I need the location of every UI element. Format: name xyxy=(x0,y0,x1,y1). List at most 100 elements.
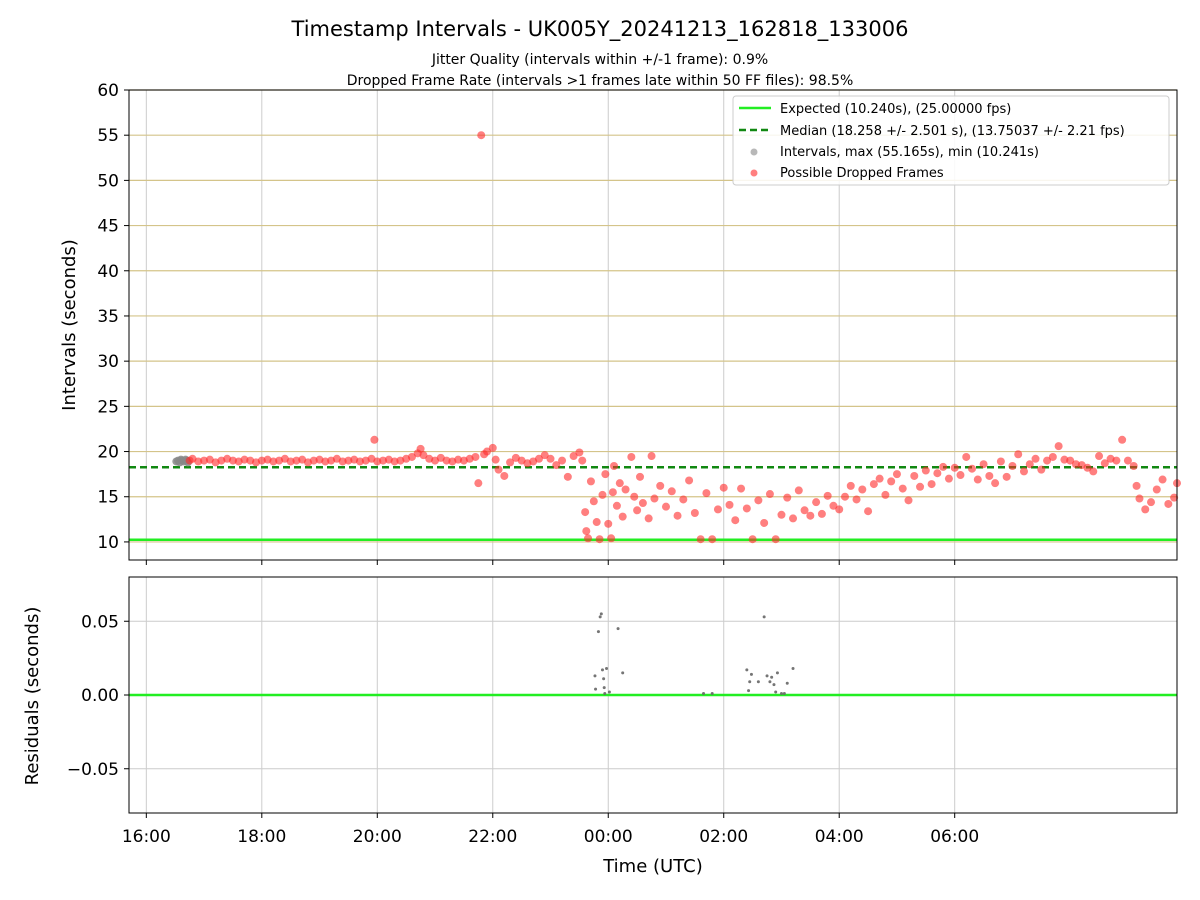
dropped-frame-point xyxy=(737,484,746,493)
legend-label-intervals: Intervals, max (55.165s), min (10.241s) xyxy=(780,145,1039,160)
dropped-frame-point xyxy=(598,490,607,499)
legend-box xyxy=(732,95,1170,186)
legend-label-dropped: Possible Dropped Frames xyxy=(780,166,944,181)
dropped-frame-point xyxy=(615,479,624,488)
legend-marker-intervals xyxy=(750,148,758,156)
dropped-frame-point xyxy=(667,487,676,496)
dropped-frame-point xyxy=(419,451,428,460)
dropped-frame-point xyxy=(471,452,480,461)
dropped-frame-point xyxy=(939,462,948,471)
dropped-frame-point xyxy=(604,519,613,528)
dropped-frame-point xyxy=(1037,465,1046,474)
residual-point xyxy=(756,680,760,684)
residuals-y-tick-label: −0.05 xyxy=(67,760,119,780)
residuals-y-ticks: −0.05 0.00 0.05 xyxy=(67,612,129,780)
dropped-frame-point xyxy=(1135,494,1144,503)
dropped-frame-point xyxy=(1152,485,1161,494)
dropped-frame-point xyxy=(927,480,936,489)
dropped-frame-point xyxy=(1089,467,1098,476)
dropped-frame-point xyxy=(991,479,1000,488)
dropped-frame-point xyxy=(1066,456,1075,465)
dropped-frame-point xyxy=(1031,454,1040,463)
dropped-frame-point xyxy=(962,452,971,461)
residual-point xyxy=(749,672,753,676)
residual-point xyxy=(596,630,600,634)
dropped-frame-point xyxy=(552,461,561,470)
intervals-y-axis-label: Intervals (seconds) xyxy=(59,239,80,411)
dropped-frame-point xyxy=(812,498,821,507)
dropped-frame-point xyxy=(823,491,832,500)
legend: Expected (10.240s), (25.00000 fps) Media… xyxy=(732,95,1170,186)
dropped-frame-point xyxy=(713,505,722,514)
dropped-frame-point xyxy=(1164,499,1173,508)
dropped-frame-point xyxy=(806,511,815,520)
dropped-frame-point xyxy=(685,476,694,485)
residual-point xyxy=(762,615,766,619)
dropped-frame-point xyxy=(1083,463,1092,472)
dropped-frame-point xyxy=(1014,450,1023,459)
residual-point xyxy=(791,666,795,670)
dropped-frame-point xyxy=(601,470,610,479)
dropped-frame-point xyxy=(858,485,867,494)
residual-point xyxy=(779,692,783,696)
chart-title: Timestamp Intervals - UK005Y_20241213_16… xyxy=(291,17,909,42)
dropped-frame-point xyxy=(569,452,578,461)
dropped-frame-point xyxy=(725,500,734,509)
dropped-frame-point xyxy=(1095,452,1104,461)
residual-point xyxy=(785,681,789,685)
dropped-frame-point xyxy=(881,490,890,499)
dropped-frame-point xyxy=(644,514,653,523)
dropped-frame-point xyxy=(1129,462,1138,470)
dropped-frame-point xyxy=(702,489,711,498)
dropped-frame-point xyxy=(1100,459,1109,468)
dropped-frame-point xyxy=(595,535,604,544)
dropped-frame-point xyxy=(416,444,425,453)
dropped-frame-point xyxy=(621,485,630,494)
dropped-frame-point xyxy=(1123,456,1132,465)
residual-point xyxy=(598,615,602,619)
dropped-frame-point xyxy=(887,477,896,486)
x-tick-label: 00:00 xyxy=(584,827,633,847)
intervals-y-ticks: 10 15 20 25 30 35 40 45 50 55 60 xyxy=(97,81,129,553)
dropped-frame-point xyxy=(575,448,584,457)
residual-point xyxy=(782,692,786,696)
dropped-frame-point xyxy=(968,464,977,473)
residual-point xyxy=(710,692,714,696)
residual-point xyxy=(607,690,611,694)
dropped-frame-point xyxy=(933,469,942,478)
residual-point xyxy=(600,668,604,672)
dropped-frame-point xyxy=(407,452,416,461)
dropped-frame-point xyxy=(370,435,379,444)
intervals-y-tick-label: 40 xyxy=(97,262,119,282)
intervals-reference-lines xyxy=(129,466,1177,542)
residual-point xyxy=(602,686,606,690)
residual-point xyxy=(774,690,778,694)
x-tick-label: 04:00 xyxy=(815,827,864,847)
dropped-frame-point xyxy=(477,131,486,140)
dropped-frame-point xyxy=(494,465,503,474)
intervals-y-tick-label: 10 xyxy=(97,533,119,553)
x-tick-label: 06:00 xyxy=(930,827,979,847)
dropped-frame-point xyxy=(1112,456,1121,465)
dropped-frame-point xyxy=(491,455,500,464)
dropped-frame-point xyxy=(973,475,982,484)
dropped-frame-point xyxy=(578,456,587,465)
dropped-frame-point xyxy=(679,495,688,504)
dropped-frame-point xyxy=(985,471,994,480)
x-tick-label: 18:00 xyxy=(237,827,286,847)
dropped-frame-point xyxy=(765,490,774,499)
dropped-frame-point xyxy=(910,471,919,480)
intervals-y-tick-label: 45 xyxy=(97,217,119,237)
residual-point xyxy=(745,668,749,672)
dropped-frame-point xyxy=(618,512,627,521)
dropped-frame-point xyxy=(608,488,617,497)
dropped-frame-point xyxy=(1043,456,1052,465)
residual-point xyxy=(599,612,603,616)
residuals-y-axis-label: Residuals (seconds) xyxy=(22,607,43,786)
residuals-panel: −0.05 0.00 0.05 16:00 18:00 20:00 22:00 00:00 0… xyxy=(22,576,1178,877)
dropped-frame-point xyxy=(581,508,590,517)
dropped-frame-point xyxy=(1147,498,1156,507)
dropped-frame-point xyxy=(760,518,769,527)
chart-subtitle-jitter: Jitter Quality (intervals within +/-1 fr… xyxy=(431,52,768,68)
